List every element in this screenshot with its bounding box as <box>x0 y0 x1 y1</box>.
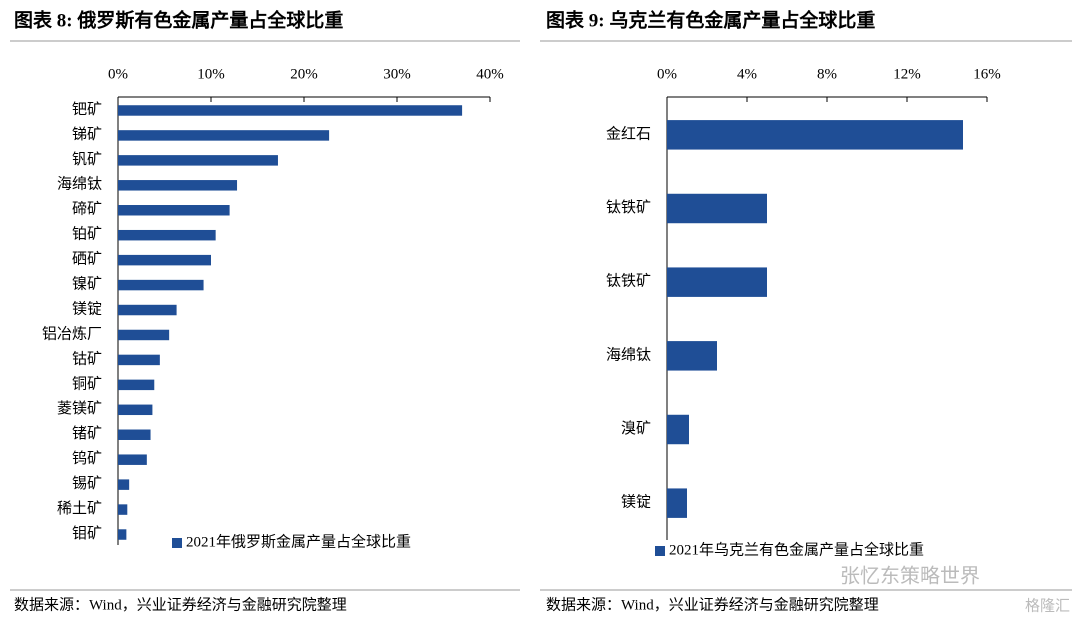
bar <box>667 267 767 297</box>
x-tick-label: 10% <box>197 66 225 82</box>
source: 数据来源：Wind，兴业证券经济与金融研究院整理 <box>546 595 879 613</box>
x-tick-label: 12% <box>893 66 921 82</box>
bar <box>118 279 204 291</box>
y-tick-label: 铝冶炼厂 <box>42 325 102 342</box>
y-tick-label: 镁锭 <box>72 300 102 317</box>
y-tick-label: 镁锭 <box>621 494 651 511</box>
watermark: 张忆东策略世界 <box>840 564 980 588</box>
bar <box>118 205 230 216</box>
y-tick-label: 钴矿 <box>72 350 102 367</box>
y-tick-label: 锑矿 <box>72 126 102 143</box>
bar <box>118 254 211 266</box>
bar <box>118 429 151 440</box>
x-tick-label: 30% <box>383 66 411 82</box>
x-tick-label: 4% <box>737 66 757 82</box>
bar <box>118 454 147 465</box>
y-tick-label: 硒矿 <box>72 251 102 268</box>
y-tick-label: 金红石 <box>606 125 651 142</box>
bar <box>667 341 717 371</box>
bar <box>118 155 278 166</box>
legend-label: 2021年俄罗斯金属产量占全球比重 <box>186 532 411 550</box>
legend-swatch <box>172 538 182 548</box>
y-tick-label: 海绵钛 <box>606 346 651 363</box>
y-tick-label: 稀土矿 <box>57 500 102 517</box>
x-tick-label: 0% <box>657 66 677 82</box>
legend-swatch <box>655 546 665 556</box>
bar <box>667 488 687 518</box>
legend-label: 2021年乌克兰有色金属产量占全球比重 <box>669 540 924 558</box>
x-tick-label: 40% <box>476 66 504 82</box>
y-tick-label: 铂矿 <box>72 226 102 243</box>
bar <box>118 354 160 366</box>
watermark: 格隆汇 <box>1025 597 1070 615</box>
y-tick-label: 海绵钛 <box>57 176 102 193</box>
bar <box>667 414 689 445</box>
bar <box>667 120 963 150</box>
bar <box>118 304 177 316</box>
y-tick-label: 钛铁矿 <box>606 273 651 290</box>
chart-title: 图表 8: 俄罗斯有色金属产量占全球比重 <box>14 8 343 31</box>
y-tick-label: 铜矿 <box>72 375 102 392</box>
bar <box>118 229 216 241</box>
bar <box>118 180 238 191</box>
y-tick-label: 锗矿 <box>72 425 102 442</box>
bar <box>118 529 127 540</box>
bar <box>118 404 153 416</box>
y-tick-label: 钼矿 <box>72 525 102 542</box>
x-tick-label: 0% <box>108 66 128 82</box>
y-tick-label: 钛铁矿 <box>606 199 651 216</box>
chart-title: 图表 9: 乌克兰有色金属产量占全球比重 <box>546 8 875 31</box>
bar <box>118 329 170 341</box>
source: 数据来源：Wind，兴业证券经济与金融研究院整理 <box>14 595 347 613</box>
bar <box>118 504 128 515</box>
x-tick-label: 20% <box>290 66 318 82</box>
bar <box>667 193 767 224</box>
bar <box>118 479 130 490</box>
bar <box>118 105 463 116</box>
y-tick-label: 锡矿 <box>72 475 102 492</box>
y-tick-label: 溴矿 <box>621 420 651 437</box>
y-tick-label: 钒矿 <box>72 151 102 168</box>
x-tick-label: 8% <box>817 66 837 82</box>
bar <box>118 130 330 141</box>
x-tick-label: 16% <box>973 66 1001 82</box>
bar <box>118 379 155 391</box>
y-tick-label: 钯矿 <box>72 101 102 118</box>
y-tick-label: 碲矿 <box>72 201 102 218</box>
y-tick-label: 钨矿 <box>72 450 102 467</box>
y-tick-label: 镍矿 <box>72 275 102 293</box>
y-tick-label: 菱镁矿 <box>57 400 102 417</box>
